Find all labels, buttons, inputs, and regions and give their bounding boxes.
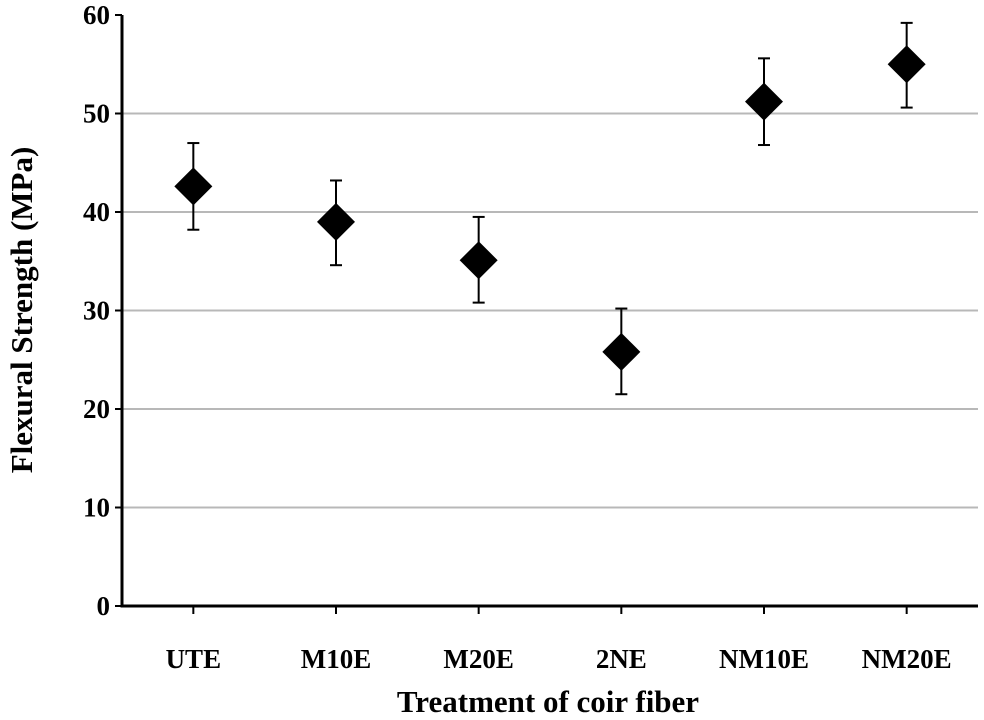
data-points (174, 21, 926, 396)
diamond-marker (887, 45, 926, 84)
data-point-2ne (602, 307, 641, 396)
diamond-marker (317, 202, 355, 241)
x-tick-label: M10E (301, 644, 372, 674)
y-axis-title: Flexural Strength (MPa) (4, 147, 39, 474)
x-tick-label: NM20E (862, 644, 952, 674)
x-tick-label: 2NE (596, 644, 647, 674)
x-tick-label: M20E (443, 644, 514, 674)
diamond-marker (459, 241, 498, 280)
y-axis-ticks: 0 10 20 30 40 50 60 (83, 0, 122, 621)
x-tick-label: NM10E (719, 644, 809, 674)
plot-frame-axes (120, 15, 978, 608)
diamond-marker (174, 167, 213, 206)
gridlines (122, 112, 978, 509)
y-tick-label: 0 (97, 591, 111, 621)
y-tick-label: 20 (83, 394, 110, 424)
x-axis-title: Treatment of coir fiber (397, 684, 699, 719)
data-point-nm10e (745, 57, 783, 147)
y-tick-label: 50 (83, 99, 110, 129)
data-point-nm20e (887, 21, 926, 109)
y-tick-label: 30 (83, 296, 110, 326)
y-tick-label: 10 (83, 493, 110, 523)
diamond-marker (602, 332, 641, 371)
data-point-m10e (317, 179, 355, 267)
x-axis-ticks: UTE M10E M20E 2NE NM10E NM20E (166, 606, 952, 674)
data-point-m20e (459, 215, 498, 304)
y-tick-label: 40 (83, 197, 110, 227)
diamond-marker (745, 82, 783, 121)
data-point-ute (174, 142, 213, 231)
x-tick-label: UTE (166, 644, 222, 674)
y-tick-label: 60 (83, 0, 110, 30)
